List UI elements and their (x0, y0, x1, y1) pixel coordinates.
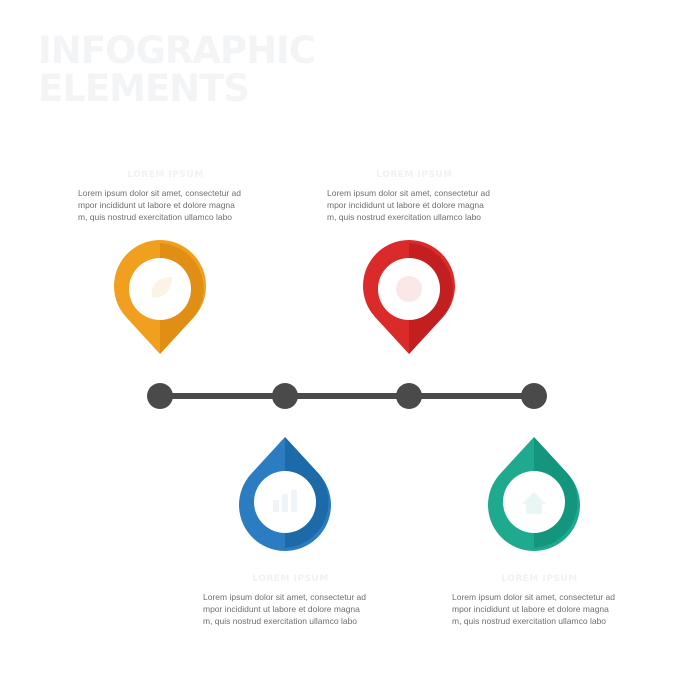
timeline-node-3 (396, 383, 422, 409)
block-line: mpor incididunt ut labore et dolore magn… (327, 200, 484, 210)
home-icon (522, 492, 546, 514)
text-block-3: LOREM IPSUM Lorem ipsum dolor sit amet, … (327, 170, 502, 223)
chart-icon (273, 490, 297, 512)
block-line: m, quis nostrud exercitation ullamco lab… (452, 616, 607, 626)
block-line: Lorem ipsum dolor sit amet, consectetur … (203, 592, 366, 602)
map-pin-orange (114, 240, 206, 354)
map-pin-teal (488, 437, 580, 551)
map-pin-red (363, 240, 455, 354)
block-line: mpor incididunt ut labore et dolore magn… (452, 604, 609, 614)
block-heading: LOREM IPSUM (127, 170, 204, 180)
block-heading: LOREM IPSUM (376, 170, 453, 180)
block-line: Lorem ipsum dolor sit amet, consectetur … (452, 592, 615, 602)
text-block-4: LOREM IPSUM Lorem ipsum dolor sit amet, … (452, 574, 627, 627)
block-line: m, quis nostrud exercitation ullamco lab… (78, 212, 233, 222)
text-block-2: LOREM IPSUM Lorem ipsum dolor sit amet, … (203, 574, 378, 627)
block-line: mpor incididunt ut labore et dolore magn… (203, 604, 360, 614)
timeline-node-2 (272, 383, 298, 409)
block-line: Lorem ipsum dolor sit amet, consectetur … (327, 188, 490, 198)
block-line: m, quis nostrud exercitation ullamco lab… (327, 212, 482, 222)
block-heading: LOREM IPSUM (252, 574, 329, 584)
block-heading: LOREM IPSUM (501, 574, 578, 584)
leaf-icon (151, 277, 172, 298)
block-line: mpor incididunt ut labore et dolore magn… (78, 200, 235, 210)
timeline-node-1 (147, 383, 173, 409)
timeline-node-4 (521, 383, 547, 409)
text-block-1: LOREM IPSUM Lorem ipsum dolor sit amet, … (78, 170, 253, 223)
heart-icon (396, 276, 422, 302)
map-pin-blue (239, 437, 331, 551)
block-line: Lorem ipsum dolor sit amet, consectetur … (78, 188, 241, 198)
block-line: m, quis nostrud exercitation ullamco lab… (203, 616, 358, 626)
infographic-title: INFOGRAPHIC ELEMENTS (38, 29, 316, 110)
